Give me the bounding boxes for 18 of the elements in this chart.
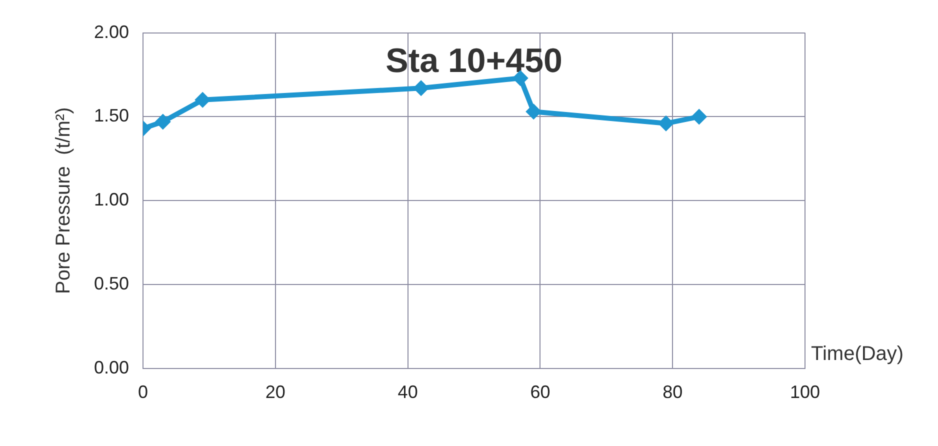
y-tick-label: 1.50: [94, 106, 130, 126]
x-tick-label: 100: [790, 382, 820, 402]
x-tick-label: 80: [662, 382, 683, 402]
point: [526, 104, 542, 120]
y-axis-title: Pore Pressure (t/m²): [52, 107, 75, 294]
y-tick-label: 0.00: [94, 357, 130, 378]
point: [154, 114, 171, 130]
x-tick-label: 60: [530, 382, 550, 402]
point: [691, 108, 708, 125]
x-tick-label: 40: [398, 382, 418, 402]
point: [658, 115, 674, 132]
y-tick-label: 1.00: [94, 190, 130, 210]
y-tick-label: 0.50: [94, 273, 130, 294]
point: [413, 80, 430, 96]
x-tick-label: 20: [265, 382, 286, 402]
x-axis-title: Time(Day): [811, 342, 904, 365]
x-tick-label: 0: [138, 382, 148, 402]
y-tick-label: 2.00: [94, 22, 130, 42]
